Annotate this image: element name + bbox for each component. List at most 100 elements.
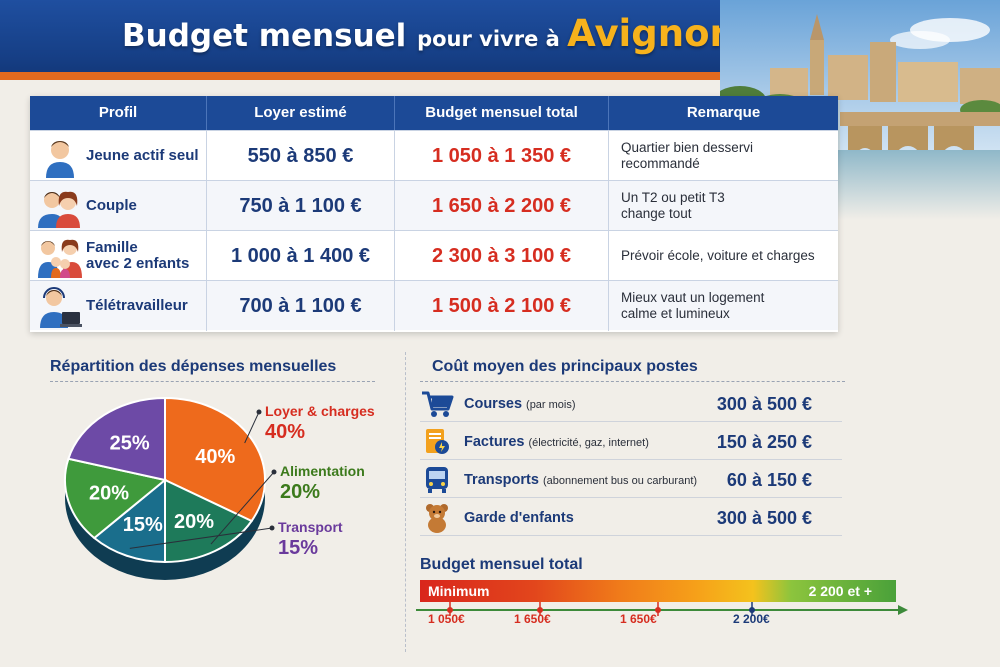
cost-label-text: Factures — [464, 433, 525, 450]
profile-cell: Famille avec 2 enfants — [30, 231, 206, 281]
cost-label-text: Courses — [464, 395, 523, 412]
remark-cell: Un T2 ou petit T3 change tout — [608, 181, 838, 231]
total-value: 1 500 à 2 100 € — [431, 294, 571, 317]
budget-tick-label: 1 650€ — [514, 612, 551, 626]
rent-value: 750 à 1 100 € — [239, 194, 362, 217]
profile-cell: Couple — [30, 181, 206, 231]
expense-pie-chart: 40% 20% 15% 20% 25% Loyer & charges 40% Aliment… — [64, 396, 375, 580]
table-row: Jeune actif seul 550 à 850 € 1 050 à 1 3… — [30, 130, 838, 181]
budget-tick-label: 1 050€ — [428, 612, 465, 626]
family-icon — [38, 239, 82, 278]
remark-cell: Prévoir école, voiture et charges — [608, 231, 838, 281]
remark-cell: Quartier bien desservi recommandé — [608, 131, 838, 181]
remark-line1: Quartier bien desservi — [621, 140, 754, 155]
remark-line1: Un T2 ou petit T3 — [621, 190, 725, 205]
cost-row-garde: Garde d'enfants 300 à 500 € — [420, 500, 842, 536]
total-value: 2 300 à 3 100 € — [431, 244, 571, 267]
remark-line1: Prévoir école, voiture et charges — [621, 248, 815, 263]
budget-gradient-bar: Minimum 2 200 et + — [420, 580, 896, 602]
header-accent-stripe — [0, 72, 720, 80]
cost-value: 300 à 500 € — [716, 394, 812, 414]
cost-label: Courses (par mois) — [464, 396, 576, 412]
rent-cell: 750 à 1 100 € — [206, 181, 394, 231]
cost-value: 150 à 250 € — [716, 432, 812, 452]
cost-label: Factures (électricité, gaz, internet) — [464, 434, 649, 450]
pie-legend-label: Loyer & charges — [265, 403, 375, 419]
profile-label: Jeune actif seul — [86, 148, 199, 164]
pie-slice — [92, 477, 166, 564]
pie-callout-line — [210, 471, 275, 545]
teddy-bear-icon — [426, 503, 448, 533]
title-part-1: Budget mensuel — [122, 18, 418, 54]
cost-row-transports: Transports (abonnement bus ou carburant) … — [420, 462, 842, 498]
cost-section-title: Coût moyen des principaux postes — [432, 358, 698, 375]
pie-legend-percent: 40% — [265, 421, 305, 443]
cost-label-text: Garde d'enfants — [464, 509, 574, 526]
cost-sub-text: (électricité, gaz, internet) — [528, 436, 649, 449]
cost-label: Garde d'enfants — [464, 510, 578, 526]
title-part-3: Avignon — [567, 12, 736, 55]
pie-section-title: Répartition des dépenses mensuelles — [50, 358, 337, 375]
pie-slice-percent-label: 40% — [195, 446, 235, 468]
profile-cell: Jeune actif seul — [30, 131, 206, 181]
budget-tick-label: 2 200€ — [733, 612, 770, 626]
pie-legend-percent: 15% — [278, 537, 318, 559]
rent-value: 700 à 1 100 € — [239, 294, 362, 317]
profile-label: Couple — [86, 198, 137, 214]
pie-legend-label: Alimentation — [280, 463, 365, 479]
table-row: Télétravailleur 700 à 1 100 € 1 500 à 2 … — [30, 280, 838, 331]
remark-line2: recommandé — [621, 156, 700, 171]
pie-slice-percent-label: 25% — [110, 432, 150, 454]
col-header-remarque: Remarque — [608, 96, 838, 130]
pie-slice-percent-label: 15% — [123, 514, 163, 536]
pie-slice — [64, 457, 168, 540]
remark-cell: Mieux vaut un logement calme et lumineux — [608, 281, 838, 331]
total-value: 1 650 à 2 200 € — [431, 194, 571, 217]
pie-callout-dot — [269, 525, 275, 531]
total-cell: 2 300 à 3 100 € — [394, 231, 608, 281]
col-header-budget: Budget mensuel total — [394, 96, 608, 130]
cost-sub-text: (par mois) — [526, 398, 576, 411]
couple-icon — [38, 191, 80, 228]
profile-label: Famille avec 2 enfants — [86, 240, 189, 272]
cost-label: Transports (abonnement bus ou carburant) — [464, 472, 697, 488]
total-value: 1 050 à 1 350 € — [431, 144, 571, 167]
profile-label-line2: avec 2 enfants — [86, 255, 190, 272]
profile-label: Télétravailleur — [86, 298, 188, 314]
rent-cell: 1 000 à 1 400 € — [206, 231, 394, 281]
cost-row-courses: Courses (par mois) 300 à 500 € — [420, 386, 842, 422]
section-divider — [420, 381, 845, 382]
bar-min-label: Minimum — [428, 583, 490, 599]
pie-callout-line — [244, 411, 260, 444]
cost-value: 300 à 500 € — [716, 508, 812, 528]
profile-label-line1: Télétravailleur — [86, 297, 188, 314]
total-cell: 1 500 à 2 100 € — [394, 281, 608, 331]
shopping-cart-icon — [422, 391, 454, 417]
rent-value: 1 000 à 1 400 € — [230, 244, 370, 267]
page-title: Budget mensuel pour vivre à Avignon — [122, 12, 736, 55]
total-cell: 1 650 à 2 200 € — [394, 181, 608, 231]
bar-max-label: 2 200 et + — [808, 583, 872, 599]
bus-icon — [426, 466, 448, 493]
budget-bar-title: Budget mensuel total — [420, 556, 583, 573]
pie-slice — [67, 396, 166, 482]
pie-callout-dot — [256, 409, 262, 415]
rent-value: 550 à 850 € — [247, 144, 354, 167]
pie-legend-label: Transport — [278, 519, 343, 535]
young-man-icon — [46, 141, 74, 178]
pie-slice — [164, 396, 266, 523]
col-header-loyer: Loyer estimé — [206, 96, 394, 130]
profile-label-line1: Famille — [86, 239, 138, 256]
remark-line1: Mieux vaut un logement — [621, 290, 765, 305]
pie-callout-dot — [271, 469, 277, 475]
cost-row-factures: Factures (électricité, gaz, internet) 150… — [420, 424, 842, 460]
vertical-divider — [405, 352, 406, 652]
rent-cell: 700 à 1 100 € — [206, 281, 394, 331]
profile-cell: Télétravailleur — [30, 281, 206, 331]
cost-value: 60 à 150 € — [726, 470, 812, 490]
profile-label-line1: Jeune actif seul — [86, 147, 199, 164]
remark-line2: change tout — [621, 206, 692, 221]
pie-legend-percent: 20% — [280, 481, 320, 503]
budget-table: Profil Loyer estimé Budget mensuel total… — [30, 96, 838, 332]
budget-axis — [416, 602, 908, 616]
